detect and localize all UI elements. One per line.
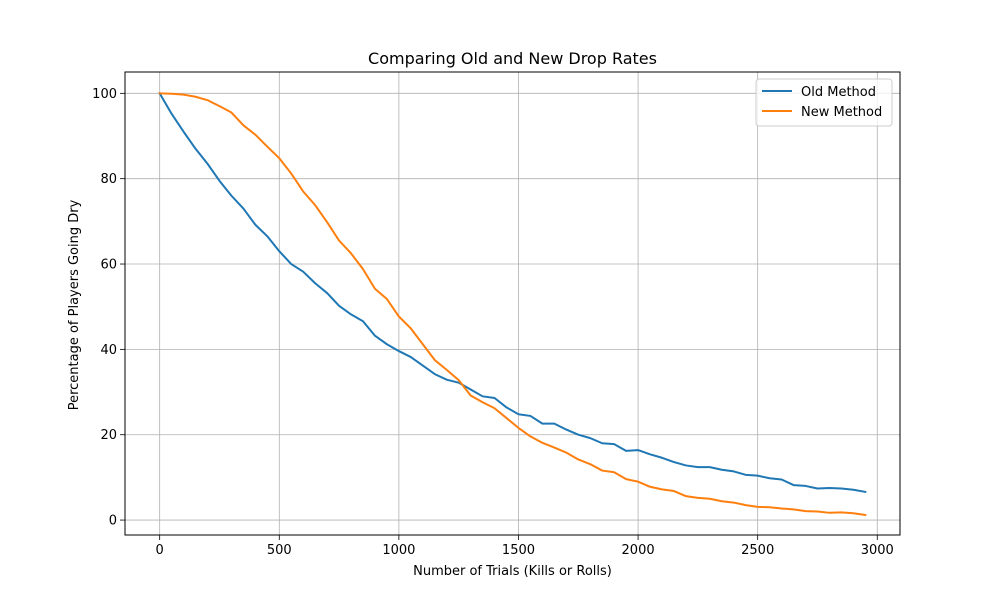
y-tick-label: 80	[100, 172, 117, 187]
legend: Old Method New Method	[755, 78, 893, 127]
series-line-new-method	[158, 92, 867, 517]
x-tick-label: 3000	[861, 543, 894, 558]
grid	[125, 72, 900, 535]
x-tick-label: 0	[156, 543, 164, 558]
y-tick-label: 0	[109, 514, 117, 529]
y-tick-label: 40	[100, 343, 117, 358]
y-axis-label: Percentage of Players Going Dry	[67, 199, 82, 410]
x-tick-label: 1500	[502, 543, 535, 558]
plot-frame	[124, 71, 901, 536]
x-tick-label: 1000	[382, 543, 415, 558]
x-tick-label: 500	[267, 543, 292, 558]
x-tick-label: 2500	[741, 543, 774, 558]
y-tick-label: 20	[100, 428, 117, 443]
series-line-old-method	[158, 91, 867, 494]
legend-label-old-method: Old Method	[801, 85, 876, 100]
x-axis-ticks: 0 500 1000 1500 2000 2500 3000	[156, 535, 894, 558]
legend-label-new-method: New Method	[801, 105, 882, 120]
x-tick-label: 2000	[622, 543, 655, 558]
x-axis-label: Number of Trials (Kills or Rolls)	[413, 564, 612, 579]
chart-title: Comparing Old and New Drop Rates	[368, 49, 657, 68]
y-axis-ticks: 0 20 40 60 80 100	[92, 87, 125, 529]
y-tick-label: 100	[92, 87, 117, 102]
y-tick-label: 60	[100, 258, 117, 273]
plot-series	[158, 91, 867, 517]
